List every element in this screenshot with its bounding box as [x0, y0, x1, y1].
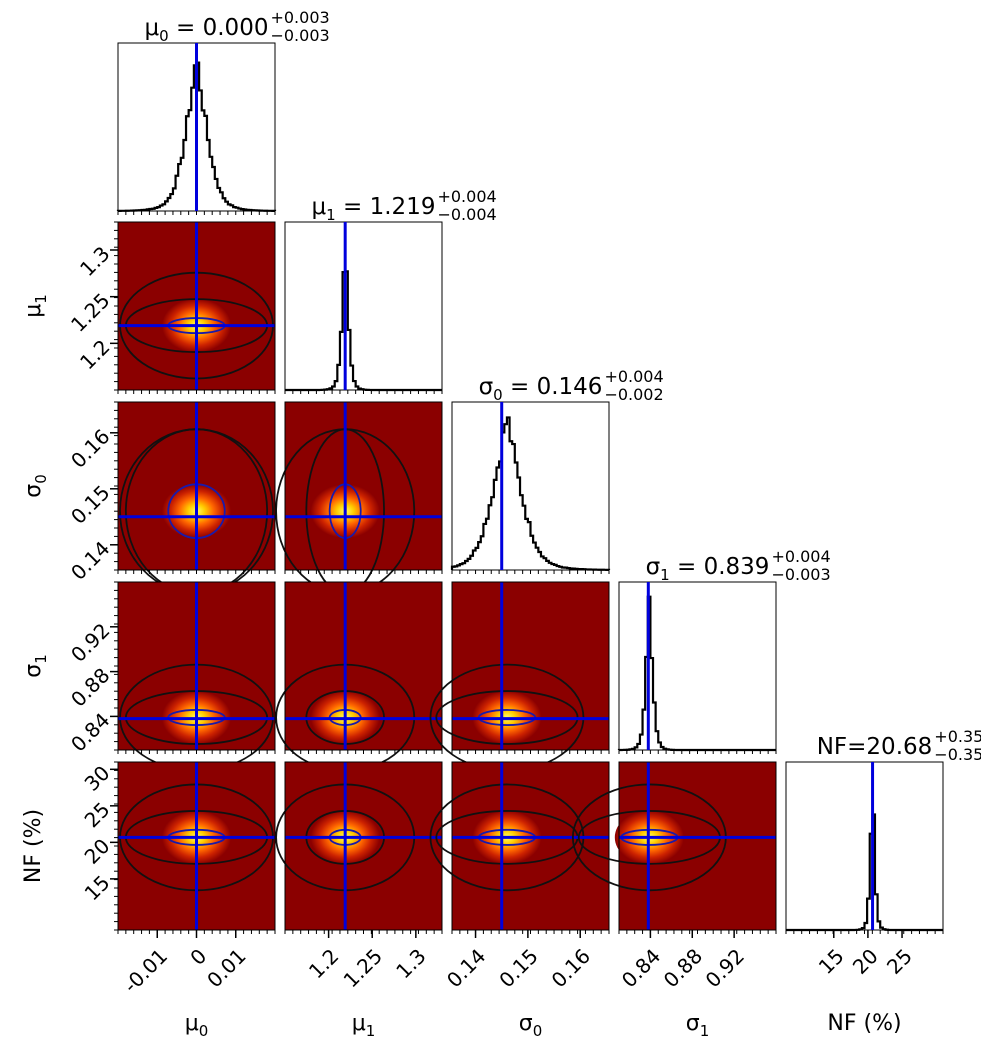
- y-tick-label: 25: [80, 797, 115, 832]
- title-minus: −0.35: [934, 745, 981, 764]
- y-tick-label: 0.84: [66, 708, 114, 756]
- x-tick-label: 0.01: [202, 944, 250, 992]
- density-panel-mu0-sigma0: [117, 401, 276, 595]
- x-tick-label: 1.25: [339, 944, 387, 992]
- density-panel-mu0-nf: [117, 761, 276, 931]
- y-tick-label: 0.92: [66, 618, 114, 666]
- density-panel-mu1-sigma0: [275, 401, 443, 595]
- x-ticks-mu1: [284, 930, 443, 934]
- x-tick-label: 1.2: [304, 944, 343, 983]
- panel-title-mu1: μ1 = 1.219: [312, 194, 436, 224]
- title-plus: +0.004: [771, 547, 830, 566]
- histogram-panel-sigma1: σ1 = 0.839 +0.004−0.003: [617, 547, 831, 752]
- y-tick-label: 20: [80, 834, 115, 869]
- x-tick-label: 0.14: [442, 944, 490, 992]
- x-ticks-mu0: [117, 750, 276, 754]
- y-tick-label: 0.88: [66, 663, 114, 711]
- title-plus: +0.003: [270, 8, 329, 27]
- x-ticks-mu1: [284, 390, 443, 394]
- x-tick-label: 0: [185, 944, 211, 970]
- density-panel-mu0-sigma1: [117, 581, 276, 772]
- histogram-step: [617, 595, 776, 752]
- panel-frame: [785, 761, 944, 931]
- density-panel-mu1-sigma1: [275, 581, 443, 772]
- title-minus: −0.003: [771, 565, 830, 584]
- density-panel-mu0-mu1: [117, 221, 276, 391]
- density-panel-mu1-nf: [275, 761, 443, 931]
- x-ticks-sigma1: [618, 930, 777, 934]
- x-ticks-mu1: [284, 750, 443, 754]
- title-minus: −0.004: [437, 205, 496, 224]
- x-axis-label-mu1: μ1: [352, 1011, 376, 1040]
- title-minus: −0.002: [604, 385, 663, 404]
- histogram-panel-sigma0: σ0 = 0.146 +0.004−0.002: [450, 367, 664, 571]
- density-panel-sigma1-nf: [571, 761, 777, 931]
- x-ticks-nf: [785, 930, 944, 934]
- panel-title-sigma1: σ1 = 0.839: [646, 554, 770, 584]
- y-axis-label-mu1: μ1: [21, 294, 50, 318]
- x-ticks-sigma0: [451, 750, 610, 754]
- y-axis-label-sigma0: σ0: [21, 474, 50, 498]
- x-tick-label: 1.3: [391, 944, 430, 983]
- y-tick-label: 0.14: [66, 536, 114, 584]
- y-tick-label: 1.2: [75, 335, 114, 374]
- y-tick-label: 0.16: [66, 424, 114, 472]
- x-tick-label: -0.01: [119, 944, 173, 998]
- title-plus: +0.35: [934, 727, 981, 746]
- histogram-panel-mu0: μ0 = 0.000 +0.003−0.003: [116, 8, 330, 212]
- density-panel-sigma0-sigma1: [429, 581, 610, 772]
- y-axis-label-nf: NF (%): [21, 809, 46, 883]
- x-ticks-mu0: [117, 390, 276, 394]
- title-plus: +0.004: [604, 367, 663, 386]
- x-ticks-sigma0: [451, 570, 610, 574]
- x-tick-label: 20: [848, 944, 883, 979]
- histogram-step: [786, 813, 943, 932]
- x-ticks-mu0: [117, 570, 276, 574]
- y-tick-label: 1.3: [75, 242, 114, 281]
- x-axis-label-nf: NF (%): [827, 1011, 901, 1036]
- x-tick-label: 0.15: [494, 944, 542, 992]
- histogram-panel-mu1: μ1 = 1.219 +0.004−0.004: [284, 187, 497, 392]
- x-ticks-mu0: [117, 211, 276, 215]
- title-minus: −0.003: [270, 26, 329, 45]
- panel-title-mu0: μ0 = 0.000: [145, 15, 269, 45]
- panel-title-nf: NF=20.68: [817, 734, 933, 760]
- y-tick-label: 30: [80, 761, 115, 796]
- x-tick-label: 0.88: [659, 944, 707, 992]
- x-tick-label: 0.84: [617, 944, 665, 992]
- panel-title-sigma0: σ0 = 0.146: [479, 374, 603, 404]
- y-axis-label-sigma1: σ1: [21, 654, 50, 678]
- histogram-panel-nf: NF=20.68 +0.35−0.35: [785, 727, 981, 932]
- x-ticks-mu1: [284, 570, 443, 574]
- panel-frame: [284, 221, 443, 391]
- y-tick-label: 0.15: [66, 480, 114, 528]
- x-ticks-mu0: [117, 930, 276, 934]
- x-tick-label: 15: [814, 944, 849, 979]
- x-tick-label: 0.92: [701, 944, 749, 992]
- x-axis-label-sigma1: σ1: [686, 1011, 710, 1040]
- histogram-step: [285, 270, 442, 392]
- x-ticks-sigma1: [618, 750, 777, 754]
- x-tick-label: 0.16: [547, 944, 595, 992]
- histogram-step: [450, 416, 611, 571]
- panel-frame: [451, 401, 610, 571]
- x-axis-label-mu0: μ0: [185, 1011, 209, 1040]
- x-axis-label-sigma0: σ0: [519, 1011, 543, 1040]
- title-plus: +0.004: [437, 187, 496, 206]
- y-tick-label: 1.25: [66, 288, 114, 336]
- y-tick-label: 15: [80, 870, 115, 905]
- density-background: [285, 402, 442, 570]
- x-tick-label: 25: [882, 944, 917, 979]
